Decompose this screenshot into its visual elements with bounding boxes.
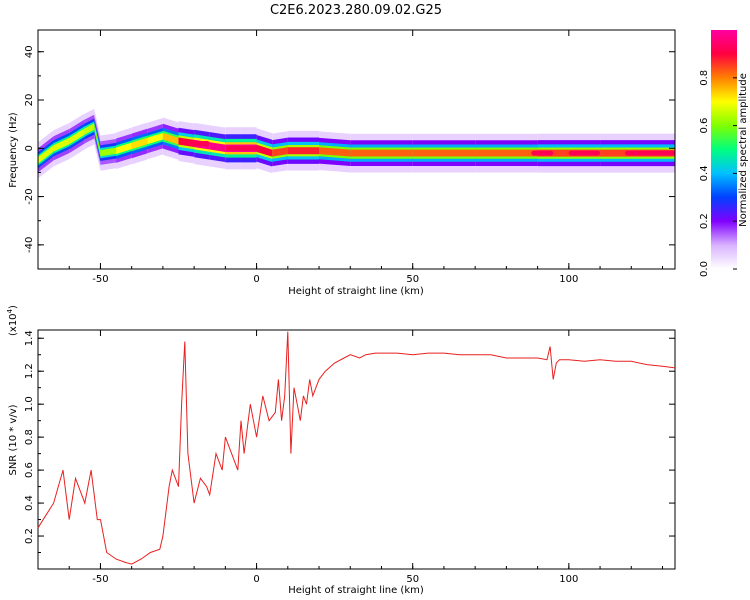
snr-y-tick-label: 0.4 <box>24 495 35 511</box>
spectrogram-x-tick-label: 100 <box>559 274 578 285</box>
snr-scale-suffix: ) <box>8 305 19 309</box>
spectrogram-y-tick-label: -20 <box>24 188 35 204</box>
snr-panel: -50 0 50 100 0.2 0.4 0.6 0.8 1.0 1.2 1.4 Height o… <box>6 305 676 596</box>
spectrogram-x-tick-label: 50 <box>406 274 419 285</box>
snr-x-tick-label: 100 <box>559 574 578 585</box>
spectrogram-y-label: Frequency (Hz) <box>8 112 19 188</box>
colorbar-tick-label: 0.8 <box>699 70 710 86</box>
spectrogram-y-tick-label: 20 <box>24 94 35 107</box>
spectrogram-y-tick-label: 0 <box>24 145 35 151</box>
snr-y-tick-label: 1.2 <box>24 363 35 379</box>
spectrogram-ridge-band <box>287 147 320 155</box>
spectrogram-y-tick-label: 40 <box>24 45 35 58</box>
spectrogram-hot-segment <box>225 145 260 151</box>
colorbar: 0.0 0.2 0.4 0.6 0.8 Normalized spectral ampl… <box>699 30 749 277</box>
snr-scale-factor: (x104) <box>6 305 19 336</box>
spectrogram-x-ticks: -50 0 50 100 <box>37 30 664 285</box>
spectrogram-ridge-band <box>69 128 85 145</box>
figure-title: C2E6.2023.280.09.02.G25 <box>270 3 442 18</box>
snr-scale-prefix: (x10 <box>8 313 19 336</box>
spectrogram-ridge-band <box>319 147 351 157</box>
spectrogram-hot-segment <box>187 140 210 146</box>
spectrogram-ridge-band <box>116 142 132 154</box>
snr-x-tick-label: 0 <box>253 574 259 585</box>
colorbar-label: Normalized spectral amplitude <box>738 73 749 227</box>
snr-x-ticks: -50 0 50 100 <box>37 330 664 585</box>
snr-y-label: SNR (10 * v/v) <box>8 404 19 475</box>
colorbar-gradient <box>711 30 737 269</box>
spectrogram-hot-segment <box>568 150 601 156</box>
snr-y-tick-label: 0.2 <box>24 528 35 544</box>
spectrogram-x-tick-label: 0 <box>253 274 259 285</box>
snr-x-tick-label: -50 <box>92 574 108 585</box>
spectrogram-ridge-band <box>147 132 163 145</box>
snr-series-line <box>37 331 676 565</box>
snr-y-tick-label: 1.0 <box>24 396 35 412</box>
spectrogram-ridge-band <box>350 149 413 157</box>
spectrogram-ridge-band <box>38 145 54 164</box>
spectrogram-panel: -50 0 50 100 -40 -20 0 20 40 Height of straight… <box>8 29 676 297</box>
colorbar-tick-label: 0.0 <box>699 261 710 277</box>
spectrogram-ridge-band <box>94 123 101 157</box>
spectrogram-hot-segment <box>531 150 554 156</box>
snr-x-tick-label: 50 <box>406 574 419 585</box>
snr-y-tick-label: 0.6 <box>24 462 35 478</box>
snr-x-label: Height of straight line (km) <box>288 585 424 596</box>
spectrogram-ridge-band <box>100 147 117 157</box>
spectrogram-ridge-band <box>272 147 288 157</box>
spectrogram-ridge-band <box>475 149 538 157</box>
snr-frame <box>37 329 676 570</box>
svg-text:(x104): (x104) <box>6 305 19 336</box>
spectrogram-ridge-band <box>162 132 179 145</box>
spectrogram-ridge-band <box>84 123 95 135</box>
colorbar-tick-label: 0.6 <box>699 118 710 134</box>
spectrogram-ridge-band <box>131 137 148 150</box>
colorbar-tick-label: 0.4 <box>699 165 710 181</box>
snr-y-ticks: 0.2 0.4 0.6 0.8 1.0 1.2 1.4 <box>24 330 675 570</box>
colorbar-ticks: 0.0 0.2 0.4 0.6 0.8 <box>699 70 737 277</box>
spectrogram-ridge-band <box>53 137 70 152</box>
spectrogram-ridge-band <box>256 144 273 157</box>
spectrogram-y-tick-label: -40 <box>24 237 35 253</box>
spectrogram-heatmap <box>38 108 675 179</box>
snr-y-tick-label: 1.4 <box>24 330 35 346</box>
spectrogram-ridge-band <box>209 142 226 152</box>
snr-scale-exponent: 4 <box>6 308 14 313</box>
spectrogram-y-ticks: -40 -20 0 20 40 <box>24 45 675 270</box>
snr-y-tick-label: 0.8 <box>24 429 35 445</box>
spectrogram-x-tick-label: -50 <box>92 274 108 285</box>
spectrogram-ridge-band <box>412 149 476 157</box>
colorbar-tick-label: 0.2 <box>699 213 710 229</box>
spectrogram-frame <box>37 29 676 270</box>
spectrogram-x-label: Height of straight line (km) <box>288 286 424 297</box>
spectrogram-hot-segment <box>625 150 675 156</box>
